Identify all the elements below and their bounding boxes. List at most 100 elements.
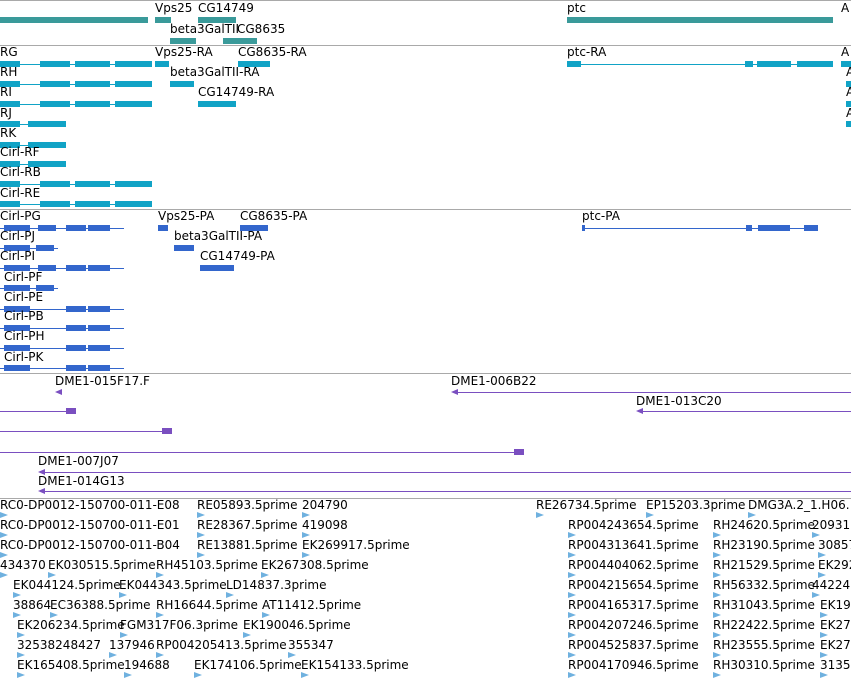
transcript-a-4[interactable]: [846, 121, 851, 127]
est-feature[interactable]: [812, 592, 820, 598]
est-feature[interactable]: [820, 612, 828, 618]
protein-vps25-pa[interactable]: [158, 225, 168, 231]
est-feature[interactable]: [820, 672, 828, 678]
transcript-a-3[interactable]: [846, 101, 851, 107]
est-feature[interactable]: [713, 612, 721, 618]
est-feature[interactable]: [301, 672, 309, 678]
est-feature[interactable]: [812, 532, 820, 538]
transcript-cirl-rf[interactable]: [0, 161, 66, 167]
gene-feature-cirl[interactable]: [0, 17, 148, 23]
est-feature[interactable]: [197, 512, 205, 518]
est-feature[interactable]: [713, 572, 721, 578]
est-feature[interactable]: [568, 672, 576, 678]
transcript-cirl-re[interactable]: [0, 201, 152, 207]
protein-cirl-pe[interactable]: [0, 306, 124, 312]
transcript-ptc-ra[interactable]: [567, 61, 833, 67]
est-feature[interactable]: [568, 552, 576, 558]
transcript-cirl-ri[interactable]: [0, 101, 152, 107]
protein-cg8635-pa[interactable]: [240, 225, 268, 231]
est-feature[interactable]: [820, 652, 828, 658]
clone-feature-dme1-013c20[interactable]: [636, 408, 851, 414]
est-feature[interactable]: [120, 632, 128, 638]
transcript-a-1[interactable]: [841, 61, 851, 67]
est-feature[interactable]: [646, 512, 654, 518]
transcript-beta3galtii-ra[interactable]: [170, 81, 194, 87]
est-feature[interactable]: [0, 512, 8, 518]
est-feature[interactable]: [302, 552, 310, 558]
est-feature[interactable]: [713, 552, 721, 558]
gene-feature-ptc[interactable]: [567, 17, 833, 23]
est-feature[interactable]: [713, 592, 721, 598]
est-feature[interactable]: [713, 632, 721, 638]
est-feature[interactable]: [0, 552, 8, 558]
protein-cirl-pb[interactable]: [0, 325, 124, 331]
protein-cg14749-pa[interactable]: [200, 265, 234, 271]
est-feature[interactable]: [109, 652, 117, 658]
protein-cirl-pg[interactable]: [0, 225, 124, 231]
est-feature[interactable]: [568, 572, 576, 578]
clone-feature-dme1-007j07[interactable]: [38, 469, 851, 475]
est-feature[interactable]: [748, 512, 756, 518]
est-feature[interactable]: [261, 572, 269, 578]
est-feature[interactable]: [194, 672, 202, 678]
est-feature[interactable]: [17, 652, 25, 658]
est-feature[interactable]: [568, 652, 576, 658]
transcript-cirl-rk[interactable]: [0, 142, 66, 148]
est-feature[interactable]: [713, 672, 721, 678]
est-feature[interactable]: [48, 572, 56, 578]
est-feature[interactable]: [13, 612, 21, 618]
est-feature[interactable]: [156, 612, 164, 618]
clone-feature-dme1-006b22[interactable]: [451, 389, 851, 395]
est-feature[interactable]: [119, 592, 127, 598]
est-feature[interactable]: [197, 532, 205, 538]
est-feature[interactable]: [818, 552, 826, 558]
protein-beta3galtii-pa[interactable]: [174, 245, 194, 251]
transcript-cirl-rh[interactable]: [0, 81, 152, 87]
est-feature[interactable]: [536, 512, 544, 518]
est-feature[interactable]: [818, 572, 826, 578]
est-feature[interactable]: [568, 612, 576, 618]
transcript-cirl-rb[interactable]: [0, 181, 152, 187]
est-feature[interactable]: [156, 572, 164, 578]
clone-feature[interactable]: [0, 408, 76, 414]
est-feature[interactable]: [302, 512, 310, 518]
est-feature[interactable]: [124, 672, 132, 678]
est-feature[interactable]: [0, 532, 8, 538]
clone-feature[interactable]: [0, 449, 524, 455]
est-feature[interactable]: [288, 652, 296, 658]
clone-feature[interactable]: [0, 428, 172, 434]
transcript-cirl-rj[interactable]: [0, 121, 66, 127]
gene-feature-cg8635[interactable]: [223, 38, 257, 44]
est-feature[interactable]: [156, 652, 164, 658]
est-feature[interactable]: [226, 592, 234, 598]
gene-feature-cg14749[interactable]: [198, 17, 236, 23]
est-feature[interactable]: [50, 612, 58, 618]
clone-feature[interactable]: [55, 389, 62, 395]
est-feature[interactable]: [0, 572, 8, 578]
est-feature[interactable]: [13, 592, 21, 598]
protein-ptc-pa[interactable]: [582, 225, 818, 231]
est-feature[interactable]: [17, 632, 25, 638]
est-feature[interactable]: [302, 532, 310, 538]
est-feature[interactable]: [568, 592, 576, 598]
est-feature[interactable]: [243, 632, 251, 638]
est-feature[interactable]: [17, 672, 25, 678]
clone-feature-dme1-014g13[interactable]: [38, 488, 851, 494]
transcript-vps25-ra[interactable]: [155, 61, 169, 67]
protein-cirl-pk[interactable]: [0, 365, 124, 371]
est-feature[interactable]: [820, 632, 828, 638]
protein-cirl-pi[interactable]: [0, 265, 124, 271]
protein-cirl-pf[interactable]: [0, 285, 58, 291]
est-feature[interactable]: [568, 532, 576, 538]
gene-feature-vps25[interactable]: [155, 17, 171, 23]
transcript-a-2[interactable]: [846, 81, 851, 87]
gene-feature-beta3galtii[interactable]: [170, 38, 196, 44]
est-feature[interactable]: [713, 532, 721, 538]
protein-cirl-ph[interactable]: [0, 345, 124, 351]
est-feature[interactable]: [197, 552, 205, 558]
est-feature[interactable]: [262, 612, 270, 618]
transcript-cg8635-ra[interactable]: [238, 61, 270, 67]
protein-cirl-pj[interactable]: [0, 245, 58, 251]
est-feature[interactable]: [568, 632, 576, 638]
est-feature[interactable]: [713, 652, 721, 658]
